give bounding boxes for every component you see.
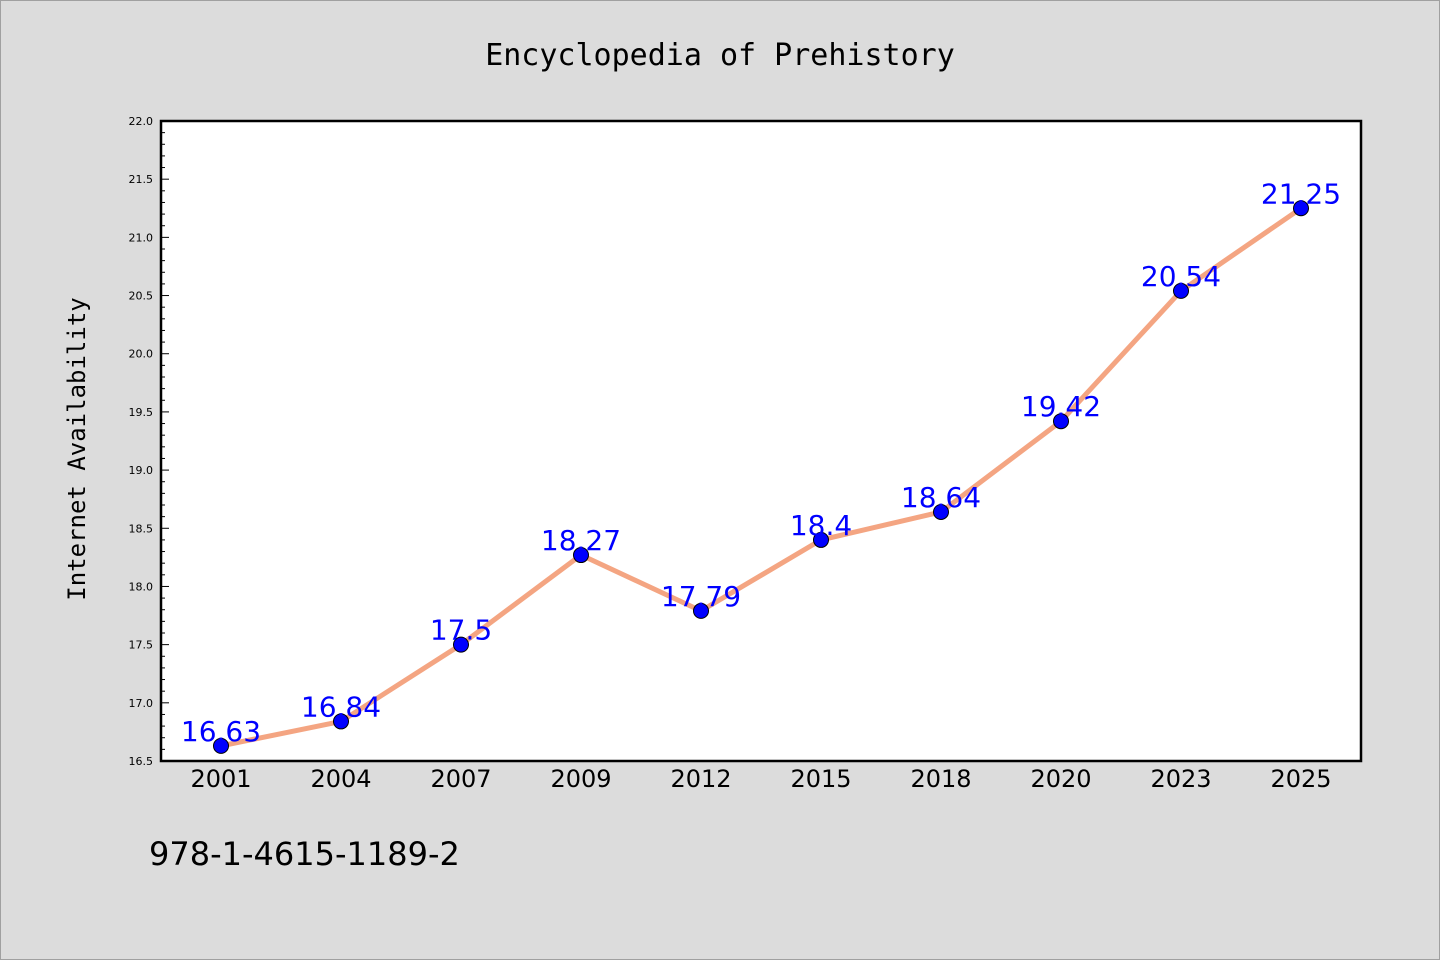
data-point — [1293, 200, 1309, 217]
y-tick-label: 17.5 — [129, 639, 154, 652]
chart-title: Encyclopedia of Prehistory — [485, 38, 955, 73]
data-point — [213, 737, 229, 754]
x-tick-label: 2025 — [1270, 765, 1331, 793]
y-tick-label: 18.0 — [129, 580, 154, 593]
x-tick-label: 2023 — [1150, 765, 1211, 793]
data-point — [813, 531, 829, 548]
data-label: 21.25 — [1261, 177, 1341, 210]
data-label: 17.79 — [661, 580, 741, 613]
y-tick-label: 20.5 — [129, 290, 154, 303]
x-tick-label: 2004 — [310, 765, 371, 793]
y-tick-label: 21.5 — [129, 173, 154, 186]
data-point — [933, 503, 949, 520]
y-tick-label: 21.0 — [129, 231, 154, 244]
y-tick-label: 19.0 — [129, 464, 154, 477]
y-tick-label: 17.0 — [129, 697, 154, 710]
plot-area — [159, 119, 1363, 763]
isbn-footer: 978-1-4615-1189-2 — [149, 835, 460, 873]
data-label: 17.5 — [430, 614, 492, 647]
y-tick-label: 19.5 — [129, 406, 154, 419]
x-tick-label: 2001 — [190, 765, 251, 793]
x-tick-label: 2020 — [1030, 765, 1091, 793]
y-tick-label: 16.5 — [129, 755, 154, 768]
data-label: 18.4 — [790, 509, 852, 542]
data-point — [1173, 282, 1189, 299]
data-labels-group: 16.63 16.84 17.5 18.27 17.79 18.4 18.64 19.42 20… — [181, 177, 1341, 748]
data-label: 16.63 — [181, 715, 261, 748]
y-tick-label: 18.5 — [129, 522, 154, 535]
data-point — [453, 636, 469, 653]
x-tick-label: 2009 — [550, 765, 611, 793]
data-label: 16.84 — [301, 690, 381, 723]
x-tick-label: 2015 — [790, 765, 851, 793]
data-point — [333, 713, 349, 730]
x-tick-label: 2007 — [430, 765, 491, 793]
x-tick-label: 2012 — [670, 765, 731, 793]
series-line — [218, 205, 1304, 749]
data-label: 20.54 — [1141, 260, 1221, 293]
series-line-group — [213, 200, 1309, 754]
x-axis: 2001 2004 2007 2009 2012 2015 2018 2020 2023 2025 — [190, 765, 1331, 793]
data-label: 18.64 — [901, 481, 981, 514]
data-point — [1053, 413, 1069, 430]
data-label: 19.42 — [1021, 390, 1101, 423]
data-point — [573, 547, 589, 564]
y-axis: 16.5 17.0 17.5 18.0 18.5 19.0 19.5 20.0 20.5 21.0… — [129, 115, 169, 768]
data-label: 18.27 — [541, 524, 621, 557]
y-tick-label: 22.0 — [129, 115, 154, 128]
data-point — [693, 602, 709, 619]
x-tick-label: 2018 — [910, 765, 971, 793]
y-tick-label: 20.0 — [129, 348, 154, 361]
y-axis-label: Internet Availability — [63, 297, 91, 600]
